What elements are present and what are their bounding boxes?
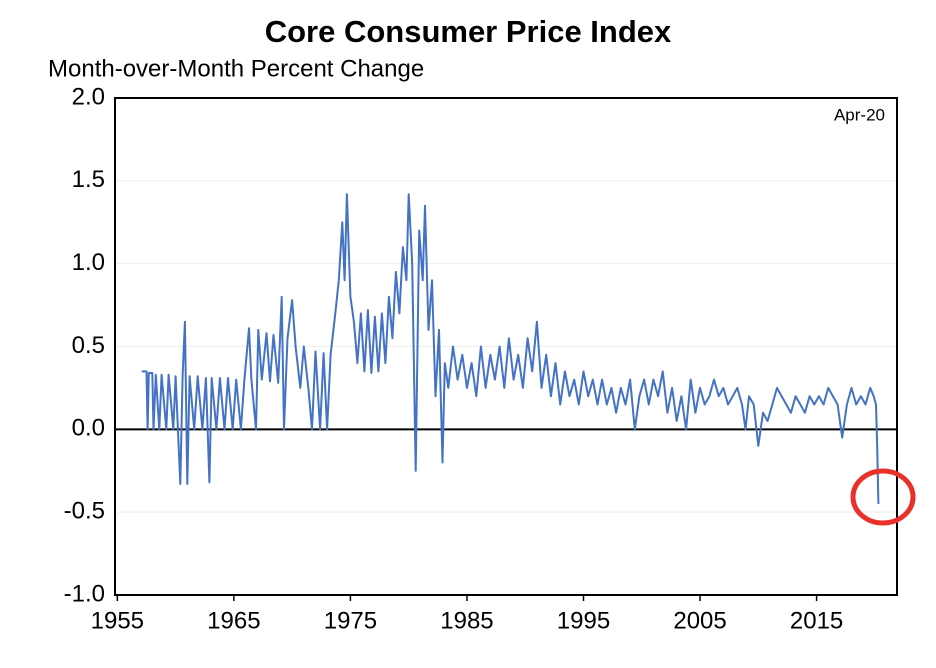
y-tick-label: 1.5 <box>72 166 105 193</box>
data-line <box>141 193 880 504</box>
chart-title: Core Consumer Price Index <box>265 14 672 49</box>
x-tick-label: 1985 <box>440 607 493 634</box>
x-tick-label: 1995 <box>557 607 610 634</box>
x-tick-label: 1975 <box>324 607 377 634</box>
y-tick-label: 0.5 <box>72 332 105 359</box>
x-tick-label: 2005 <box>673 607 726 634</box>
y-tick-label: -1.0 <box>64 580 105 607</box>
y-axis-label: Month-over-Month Percent Change <box>48 55 424 82</box>
x-tick-label: 1955 <box>91 607 144 634</box>
y-tick-label: -0.5 <box>64 498 105 525</box>
highlight-circle <box>850 468 916 526</box>
y-tick-label: 1.0 <box>72 249 105 276</box>
plot-frame <box>114 97 898 596</box>
y-tick-label: 0.0 <box>72 415 105 442</box>
x-tick-label: 1965 <box>207 607 260 634</box>
y-tick-label: 2.0 <box>72 83 105 110</box>
x-tick-label: 2015 <box>790 607 843 634</box>
annotation: Apr-20 <box>834 105 885 124</box>
